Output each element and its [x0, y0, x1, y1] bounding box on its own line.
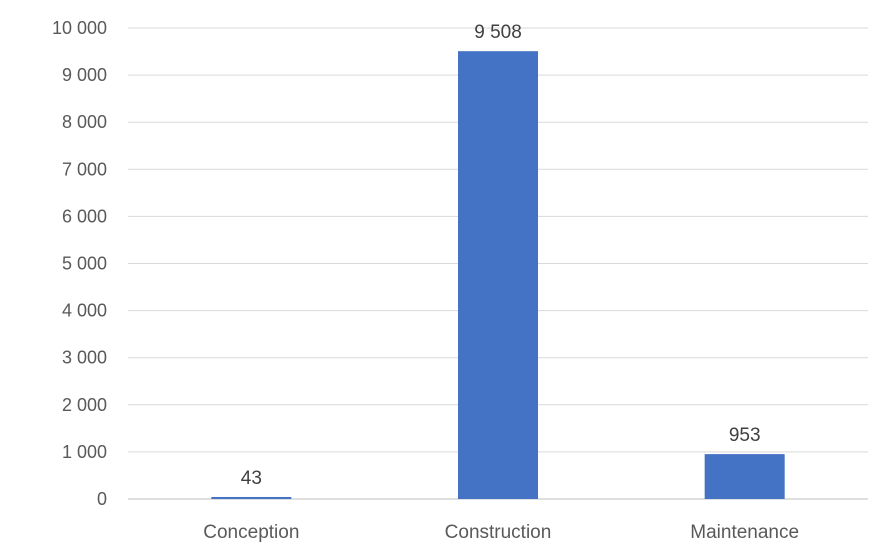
data-labels: 43 9 508 953 [241, 22, 761, 489]
y-tick-label: 1 000 [62, 442, 107, 462]
x-tick-label: Construction [445, 522, 552, 543]
y-tick-label: 6 000 [62, 206, 107, 226]
y-tick-label: 9 000 [62, 65, 107, 85]
data-label: 953 [729, 425, 761, 446]
bar [211, 496, 292, 499]
data-label: 9 508 [474, 22, 522, 43]
bar [704, 454, 785, 499]
y-tick-label: 7 000 [62, 159, 107, 179]
y-tick-label: 5 000 [62, 254, 107, 274]
y-tick-label: 4 000 [62, 301, 107, 321]
y-tick-label: 10 000 [52, 18, 107, 38]
y-tick-label: 2 000 [62, 395, 107, 415]
y-axis-tick-labels: 0 1 000 2 000 3 000 4 000 5 000 6 000 7 000 8 00… [52, 18, 107, 509]
y-tick-label: 0 [97, 489, 107, 509]
data-label: 43 [241, 468, 262, 489]
bars [211, 51, 785, 500]
x-tick-label: Conception [203, 522, 299, 543]
y-tick-label: 3 000 [62, 348, 107, 368]
y-tick-label: 8 000 [62, 112, 107, 132]
bar [458, 51, 538, 500]
x-axis-category-labels: Conception Construction Maintenance [203, 522, 799, 543]
x-tick-label: Maintenance [690, 522, 799, 543]
